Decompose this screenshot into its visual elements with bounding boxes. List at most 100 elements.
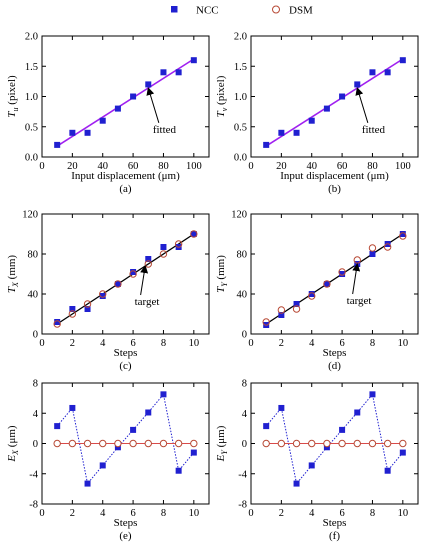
x-tick-label: 6 (339, 508, 344, 519)
ncc-point (130, 93, 137, 100)
y-axis-label: EY (μm) (215, 425, 229, 462)
plot-frame (41, 213, 210, 335)
dsm-point (53, 320, 61, 328)
x-tick-label: 2 (279, 508, 284, 519)
plot-frame (41, 35, 210, 158)
dsm-point (159, 439, 168, 448)
x-tick-label: 0 (39, 161, 44, 172)
x-tick-label: 8 (370, 508, 375, 519)
y-axis-label: TX (mm) (6, 255, 20, 294)
x-axis-label: Input displacement (μm) (280, 170, 389, 182)
dsm-point (338, 439, 346, 448)
y-tick-label: 8 (33, 379, 38, 390)
ncc-point (399, 231, 406, 237)
ncc-point (293, 480, 300, 487)
x-tick-label: 100 (395, 161, 411, 172)
dsm-point (323, 439, 331, 448)
ncc-point (99, 462, 106, 469)
dsm-point (68, 439, 77, 448)
x-tick-label: 0 (39, 338, 44, 349)
ncc-point (69, 129, 76, 136)
target-line (265, 233, 404, 325)
dsm-point (399, 439, 407, 448)
annotation-arrow (355, 87, 369, 123)
panel-caption: (c) (119, 360, 132, 372)
x-tick-label: 80 (367, 161, 378, 172)
x-tick-label: 10 (189, 508, 200, 519)
ncc-point (114, 281, 121, 287)
x-tick-label: 20 (67, 161, 78, 172)
panel-c: 0 2 4 6 8 10 0 40 80 120 Steps TX (mm) (c) target (6, 210, 210, 372)
ncc-point (278, 312, 285, 318)
dsm-point (277, 306, 286, 314)
y-axis-label-sub: v (220, 107, 229, 111)
ncc-point (130, 269, 137, 275)
panel-e: 0 2 4 6 8 10 -8 -4 0 4 8 Steps EX (μm) (e) (6, 379, 210, 542)
dsm-point (190, 439, 198, 448)
dsm-point (277, 439, 286, 448)
annotation-label: target (135, 296, 160, 308)
dsm-point (144, 439, 152, 448)
y-axis-label-sub: Y (220, 281, 229, 287)
dsm-point (129, 439, 137, 448)
x-tick-label: 8 (161, 338, 166, 349)
plot-frame (250, 213, 419, 335)
y-tick-label: 2.0 (234, 32, 247, 43)
dsm-point (83, 300, 92, 308)
dsm-point (323, 280, 331, 288)
ncc-point (175, 467, 182, 474)
panel-caption: (e) (119, 530, 132, 542)
y-axis-label: TY (mm) (215, 255, 229, 293)
y-tick-label: 1.0 (234, 92, 247, 103)
ncc-point (160, 391, 167, 398)
legend-dsm-marker (272, 5, 280, 14)
fitted-line (56, 58, 195, 147)
y-tick-label: 4 (33, 409, 39, 420)
dsm-point (383, 243, 392, 251)
y-axis-label-unit: (mm) (215, 255, 227, 283)
y-tick-label: 2.0 (25, 32, 38, 43)
x-tick-label: 60 (337, 161, 348, 172)
y-tick-label: 80 (237, 250, 248, 261)
y-tick-label: 40 (28, 290, 39, 301)
ncc-point (114, 105, 121, 112)
x-tick-label: 8 (370, 338, 375, 349)
ncc-point (293, 129, 300, 136)
y-axis-label-sub: Y (220, 449, 229, 455)
ncc-point (278, 129, 285, 136)
y-tick-label: 0.0 (25, 153, 38, 164)
ncc-point (308, 117, 315, 124)
ncc-point (308, 462, 315, 469)
x-tick-label: 20 (276, 161, 287, 172)
panel-f: 0 2 4 6 8 10 -8 -4 0 4 8 Steps EY (μm) (f) (215, 379, 419, 542)
dsm-point (99, 290, 107, 298)
dsm-point (292, 305, 301, 313)
ncc-point (369, 251, 376, 257)
y-tick-label: 120 (22, 210, 38, 221)
x-tick-label: 0 (39, 508, 44, 519)
dsm-point (144, 260, 152, 268)
plot-frame (250, 35, 419, 158)
ncc-point (293, 301, 300, 307)
y-tick-label: 0 (242, 439, 247, 450)
annotation-label: target (347, 295, 372, 307)
ncc-point (69, 404, 76, 411)
panel-d: 0 2 4 6 8 10 0 40 80 120 Steps TY (mm) (d) target (215, 210, 419, 372)
y-tick-label: 0.5 (234, 122, 247, 133)
annotation-label: fitted (153, 124, 177, 136)
ncc-point (384, 467, 391, 474)
x-tick-label: 0 (248, 338, 253, 349)
x-tick-label: 10 (398, 508, 409, 519)
x-tick-label: 6 (130, 508, 135, 519)
ncc-point (69, 306, 76, 312)
ncc-error-line (56, 393, 195, 485)
annotation-label: fitted (362, 124, 386, 136)
dsm-point (83, 439, 92, 448)
annotation-arrow (146, 87, 160, 123)
x-tick-label: 6 (130, 338, 135, 349)
x-tick-label: 40 (306, 161, 317, 172)
dsm-point (368, 244, 377, 252)
ncc-point (354, 81, 361, 88)
ncc-point (399, 449, 406, 456)
y-axis-label-main: T (215, 286, 227, 293)
